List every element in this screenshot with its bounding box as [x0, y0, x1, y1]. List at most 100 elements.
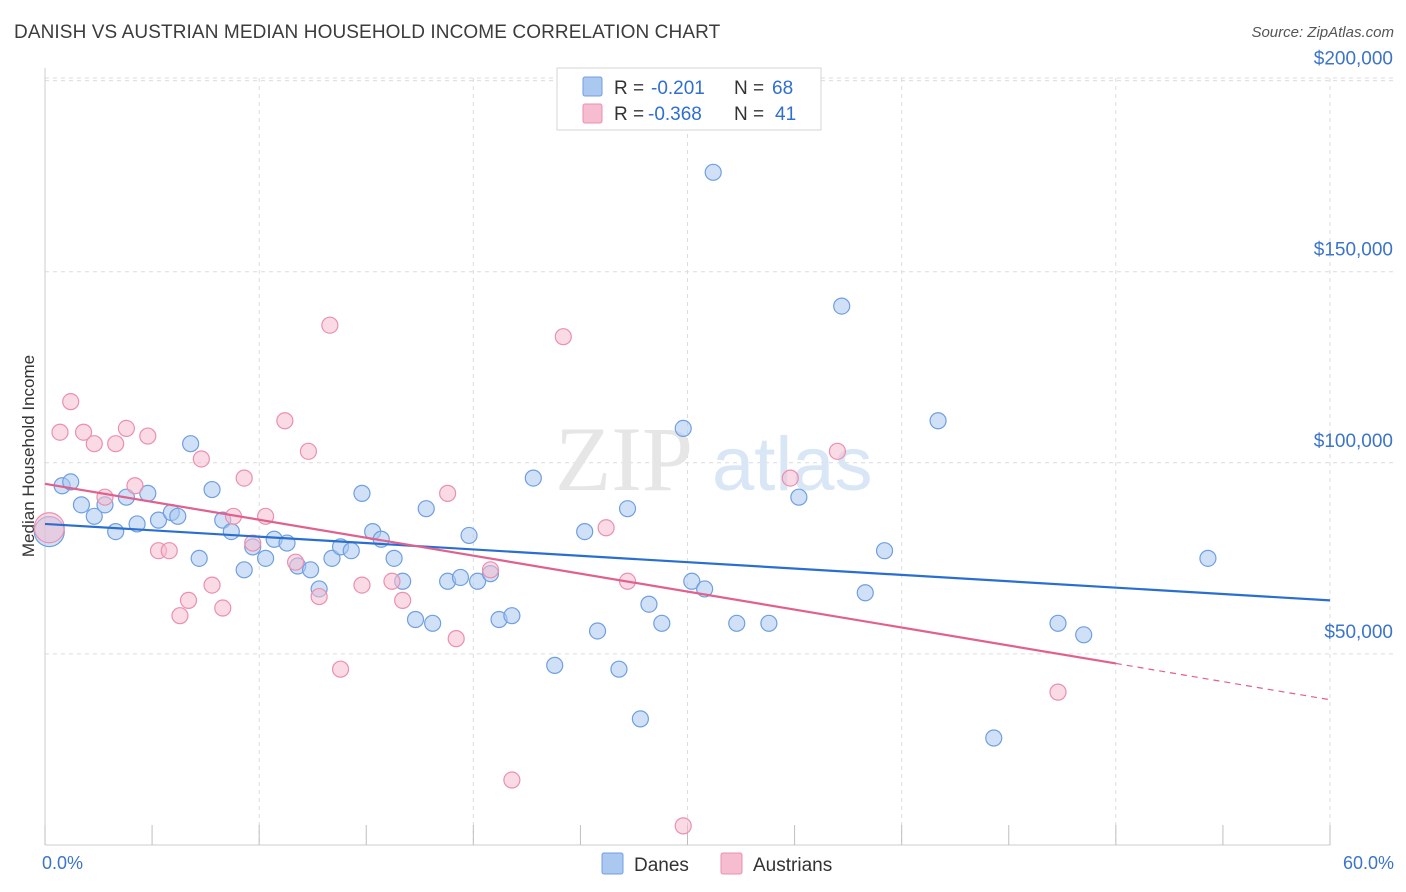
austrians-point-40	[1049, 683, 1067, 701]
danes-point-47	[588, 622, 607, 640]
danes-point-28	[342, 542, 360, 560]
danes-point-38	[451, 568, 470, 587]
austrians-point-38	[781, 469, 799, 487]
danes-point-66	[1075, 626, 1093, 644]
austrians-point-32	[481, 561, 500, 579]
x-tick-label-min: 0.0%	[42, 853, 83, 873]
danes-point-14	[190, 549, 208, 567]
austrians-point-34	[554, 328, 572, 346]
danes-point-57	[728, 614, 746, 632]
bottom-legend-label-austrians: Austrians	[753, 855, 832, 876]
danes-point-20	[256, 549, 275, 567]
bottom-legend-swatch-austrians	[720, 852, 743, 875]
legend-swatch-danes	[582, 76, 603, 97]
austrians-point-1	[51, 423, 69, 441]
danes-point-67	[1199, 549, 1217, 567]
austrians-point-11	[160, 542, 178, 560]
austrians-point-29	[394, 591, 412, 609]
danes-point-58	[760, 614, 778, 632]
danes-point-32	[385, 549, 403, 567]
bottom-legend-label-danes: Danes	[634, 855, 689, 876]
danes-point-34	[406, 610, 425, 629]
y-axis-label: Median Household Income	[19, 355, 38, 557]
austrians-point-16	[214, 599, 232, 617]
x-tick-marks	[44, 825, 1331, 845]
danes-point-26	[323, 549, 341, 567]
austrians-point-30	[439, 484, 457, 502]
legend-swatch-austrians	[582, 103, 603, 124]
danes-point-6	[107, 522, 125, 541]
danes-point-13	[182, 435, 200, 453]
danes-trend-line	[44, 522, 1331, 602]
watermark: ZIP atlas	[555, 408, 873, 510]
danes-point-51	[640, 595, 658, 613]
danes-point-52	[653, 614, 671, 632]
legend-n-label-austrians: N =	[734, 104, 764, 125]
austrians-point-31	[447, 630, 465, 648]
danes-point-48	[610, 660, 628, 678]
austrians-point-22	[286, 553, 305, 571]
austrians-point-12	[171, 607, 189, 625]
austrians-point-21	[276, 412, 294, 430]
danes-point-40	[469, 572, 487, 590]
danes-point-59	[790, 488, 808, 506]
chart-source: Source: ZipAtlas.com	[1251, 24, 1394, 41]
danes-point-56	[704, 163, 722, 181]
austrians-point-26	[331, 660, 350, 678]
austrians-point-39	[828, 442, 847, 460]
danes-point-53	[674, 419, 692, 438]
y-tick-label-0: $50,000	[1324, 622, 1393, 643]
danes-point-61	[856, 584, 874, 602]
danes-point-49	[631, 710, 649, 728]
danes-point-50	[618, 500, 637, 518]
austrians-trend-line	[44, 482, 1117, 665]
y-tick-label-1: $100,000	[1314, 431, 1393, 452]
danes-point-17	[222, 522, 240, 541]
austrians-point-27	[353, 576, 371, 594]
austrians-point-23	[299, 442, 318, 460]
austrians-point-19	[244, 534, 262, 552]
austrians-point-24	[310, 587, 328, 606]
danes-point-18	[235, 561, 253, 579]
bottom-legend: Danes Austrians	[601, 852, 832, 876]
danes-point-10	[149, 511, 168, 529]
danes-point-15	[203, 480, 221, 499]
chart-title: DANISH VS AUSTRIAN MEDIAN HOUSEHOLD INCO…	[14, 22, 721, 43]
austrians-point-6	[107, 435, 125, 453]
watermark-zip: ZIP	[555, 408, 693, 510]
danes-point-62	[875, 542, 894, 560]
austrians-point-18	[235, 469, 253, 487]
legend-n-value-austrians: 41	[775, 104, 796, 125]
danes-point-29	[353, 484, 371, 502]
legend-r-label-austrians: R =	[614, 104, 644, 125]
austrians-point-15	[203, 576, 221, 594]
danes-point-60	[833, 297, 851, 315]
y-tick-labels: $50,000 $100,000 $150,000 $200,000	[1314, 49, 1393, 643]
y-tick-label-2: $150,000	[1314, 240, 1393, 261]
austrians-point-37	[674, 817, 692, 835]
danes-point-12	[169, 507, 187, 525]
y-tick-label-3: $200,000	[1314, 49, 1393, 70]
danes-point-4	[85, 507, 103, 525]
danes-point-65	[1049, 614, 1067, 632]
austrians-point-13	[179, 591, 198, 609]
x-tick-label-max: 60.0%	[1343, 853, 1394, 873]
austrians-point-25	[321, 316, 339, 334]
danes-point-2	[62, 473, 80, 491]
danes-point-46	[576, 522, 594, 541]
danes-point-36	[424, 614, 442, 632]
austrians-point-8	[126, 477, 144, 495]
danes-point-44	[524, 469, 542, 487]
data-points	[33, 163, 1217, 835]
austrians-point-2	[62, 393, 80, 411]
bottom-legend-swatch-danes	[601, 852, 624, 875]
trend-lines	[44, 482, 1331, 701]
danes-point-39	[460, 526, 478, 545]
austrians-trend-line-dashed	[1115, 662, 1331, 701]
danes-point-35	[417, 500, 435, 518]
legend-n-label-danes: N =	[734, 78, 764, 99]
danes-point-64	[985, 729, 1003, 747]
austrians-point-9	[139, 427, 157, 445]
danes-point-63	[929, 412, 947, 430]
